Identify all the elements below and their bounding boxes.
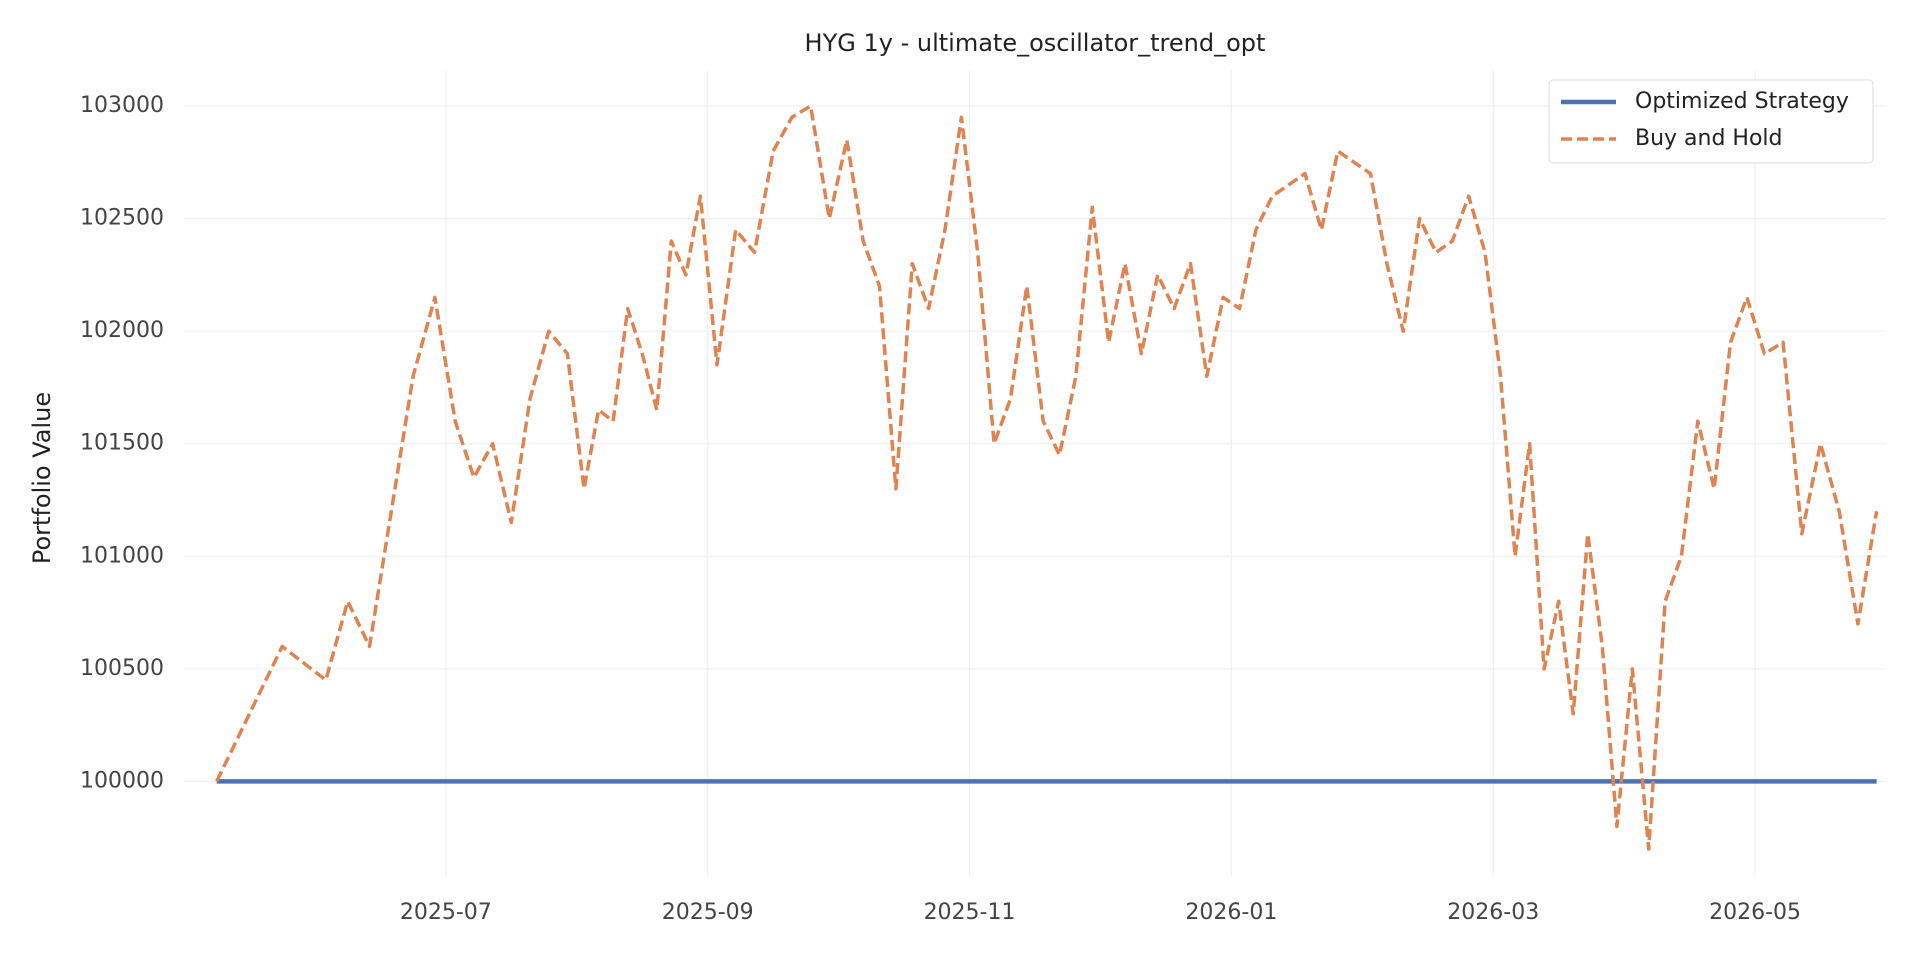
y-axis-label: Portfolio Value [28, 392, 56, 564]
y-tick-label: 100500 [80, 656, 164, 681]
y-tick-label: 101500 [80, 431, 164, 456]
x-tick-label: 2026-05 [1709, 900, 1801, 925]
line-series [215, 104, 1879, 851]
y-tick-label: 101000 [80, 543, 164, 568]
grid: 100000 100500 101000 101500 102000 102500 1030… [80, 70, 1886, 925]
y-tick-label: 102500 [80, 206, 164, 231]
y-tick-label: 103000 [80, 93, 164, 118]
x-tick-label: 2026-03 [1447, 900, 1539, 925]
y-tick-label: 102000 [80, 318, 164, 343]
x-tick-label: 2025-11 [924, 900, 1016, 925]
x-tick-label: 2026-01 [1185, 900, 1277, 925]
legend-label: Buy and Hold [1635, 126, 1783, 151]
x-tick-label: 2025-07 [400, 900, 492, 925]
legend: Optimized Strategy Buy and Hold [1548, 79, 1874, 164]
chart-title: HYG 1y - ultimate_oscillator_trend_opt [805, 29, 1266, 57]
y-tick-label: 100000 [80, 768, 164, 793]
x-tick-label: 2025-09 [662, 900, 754, 925]
plot [215, 104, 1879, 851]
legend-box [1548, 79, 1874, 164]
legend-label: Optimized Strategy [1635, 89, 1849, 114]
